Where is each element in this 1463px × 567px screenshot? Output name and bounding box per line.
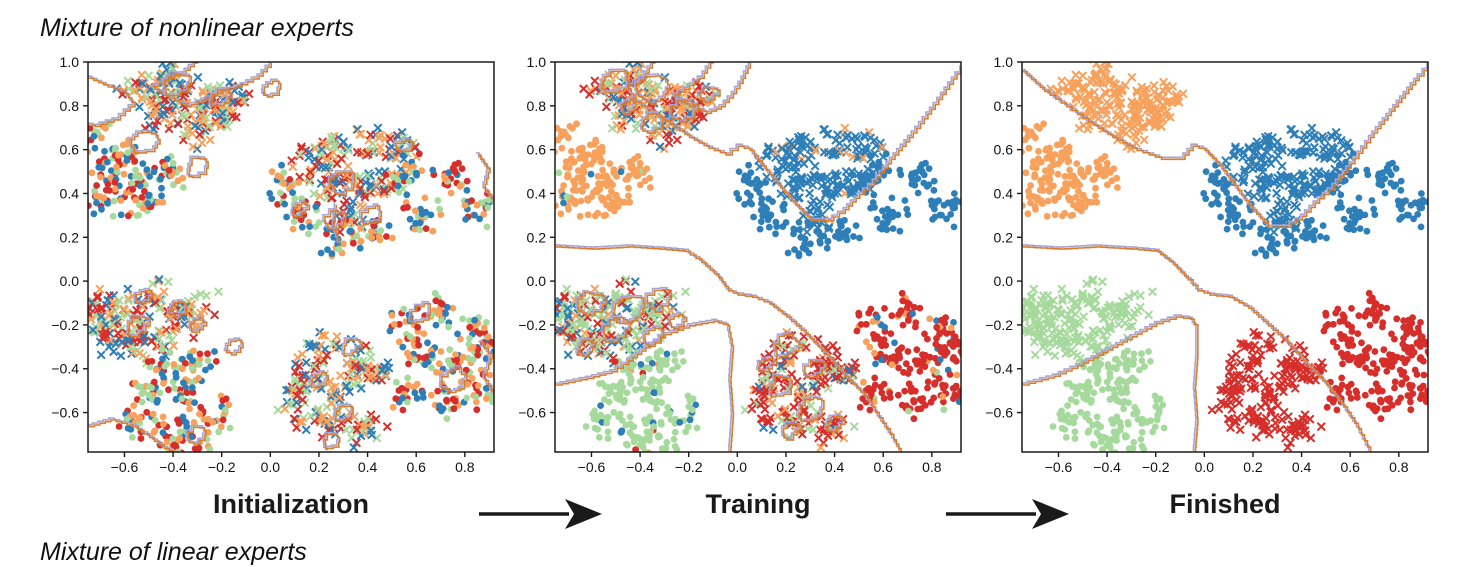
svg-text:0.0: 0.0	[261, 459, 281, 475]
panel-finished: −0.6 −0.4 −0.2 0.0 0.2 0.4 0.6 0.8 1.0 0.8 0.6 0.4 0…	[964, 50, 1439, 482]
svg-text:−0.2: −0.2	[1142, 459, 1170, 475]
svg-text:1.0: 1.0	[527, 54, 547, 70]
svg-text:0.4: 0.4	[1292, 459, 1312, 475]
svg-text:−0.4: −0.4	[626, 459, 654, 475]
svg-text:0.8: 0.8	[994, 98, 1014, 114]
svg-text:−0.2: −0.2	[208, 459, 236, 475]
svg-text:0.8: 0.8	[455, 459, 475, 475]
svg-text:0.0: 0.0	[527, 273, 547, 289]
panel-caption-training: Training	[705, 489, 811, 519]
svg-text:0.8: 0.8	[922, 459, 942, 475]
svg-text:0.8: 0.8	[60, 98, 80, 114]
svg-text:0.6: 0.6	[994, 142, 1014, 158]
svg-text:0.2: 0.2	[776, 459, 796, 475]
svg-text:1.0: 1.0	[60, 54, 80, 70]
arrow-right-icon	[475, 496, 605, 532]
svg-text:0.0: 0.0	[728, 459, 748, 475]
scatter-plot-training: −0.6 −0.4 −0.2 0.0 0.2 0.4 0.6 0.8 1.0 0.8 0.6 0.4 0…	[518, 54, 962, 475]
scatter-plot-finished: −0.6 −0.4 −0.2 0.0 0.2 0.4 0.6 0.8 1.0 0.8 0.6 0.4 0…	[985, 54, 1429, 475]
svg-text:1.0: 1.0	[994, 54, 1014, 70]
svg-text:0.0: 0.0	[994, 273, 1014, 289]
figure-canvas: { "figure_title": "Mixture of nonlinear …	[30, 14, 1439, 566]
svg-text:0.4: 0.4	[60, 185, 80, 201]
svg-text:−0.2: −0.2	[518, 317, 546, 333]
figure-title: Mixture of nonlinear experts	[40, 14, 355, 42]
svg-text:−0.6: −0.6	[1045, 459, 1073, 475]
svg-text:−0.2: −0.2	[51, 317, 79, 333]
svg-text:0.0: 0.0	[1195, 459, 1215, 475]
panel-training: −0.6 −0.4 −0.2 0.0 0.2 0.4 0.6 0.8 1.0 0.8 0.6 0.4 0…	[497, 50, 972, 482]
svg-text:−0.2: −0.2	[985, 317, 1013, 333]
svg-text:0.2: 0.2	[994, 229, 1014, 245]
svg-text:−0.6: −0.6	[985, 405, 1013, 421]
svg-text:−0.6: −0.6	[51, 405, 79, 421]
svg-text:0.6: 0.6	[527, 142, 547, 158]
svg-text:0.6: 0.6	[406, 459, 426, 475]
svg-text:−0.2: −0.2	[675, 459, 703, 475]
svg-text:0.8: 0.8	[1389, 459, 1409, 475]
svg-text:0.2: 0.2	[309, 459, 329, 475]
cropped-next-figure-title: Mixture of linear experts	[40, 538, 307, 566]
svg-text:0.6: 0.6	[873, 459, 893, 475]
svg-text:0.8: 0.8	[527, 98, 547, 114]
svg-text:−0.6: −0.6	[518, 405, 546, 421]
svg-text:−0.4: −0.4	[159, 459, 187, 475]
svg-text:0.0: 0.0	[60, 273, 80, 289]
panel-caption-finished: Finished	[1169, 489, 1281, 519]
svg-text:0.4: 0.4	[994, 185, 1014, 201]
svg-text:−0.6: −0.6	[578, 459, 606, 475]
svg-text:0.4: 0.4	[358, 459, 378, 475]
svg-text:−0.4: −0.4	[518, 361, 546, 377]
svg-text:0.6: 0.6	[1340, 459, 1360, 475]
svg-text:0.4: 0.4	[825, 459, 845, 475]
svg-text:−0.6: −0.6	[111, 459, 139, 475]
svg-text:−0.4: −0.4	[985, 361, 1013, 377]
panel-caption-initialization: Initialization	[212, 489, 369, 519]
panel-initialization: −0.6 −0.4 −0.2 0.0 0.2 0.4 0.6 0.8 1.0 0.8 0.6 0.4 0…	[30, 50, 505, 482]
svg-text:0.6: 0.6	[60, 142, 80, 158]
svg-text:0.4: 0.4	[527, 185, 547, 201]
svg-text:0.2: 0.2	[60, 229, 80, 245]
scatter-plot-initialization: −0.6 −0.4 −0.2 0.0 0.2 0.4 0.6 0.8 1.0 0.8 0.6 0.4 0…	[51, 54, 495, 475]
svg-text:0.2: 0.2	[527, 229, 547, 245]
arrow-right-icon	[942, 496, 1072, 532]
svg-text:−0.4: −0.4	[51, 361, 79, 377]
svg-text:0.2: 0.2	[1243, 459, 1263, 475]
svg-text:−0.4: −0.4	[1093, 459, 1121, 475]
